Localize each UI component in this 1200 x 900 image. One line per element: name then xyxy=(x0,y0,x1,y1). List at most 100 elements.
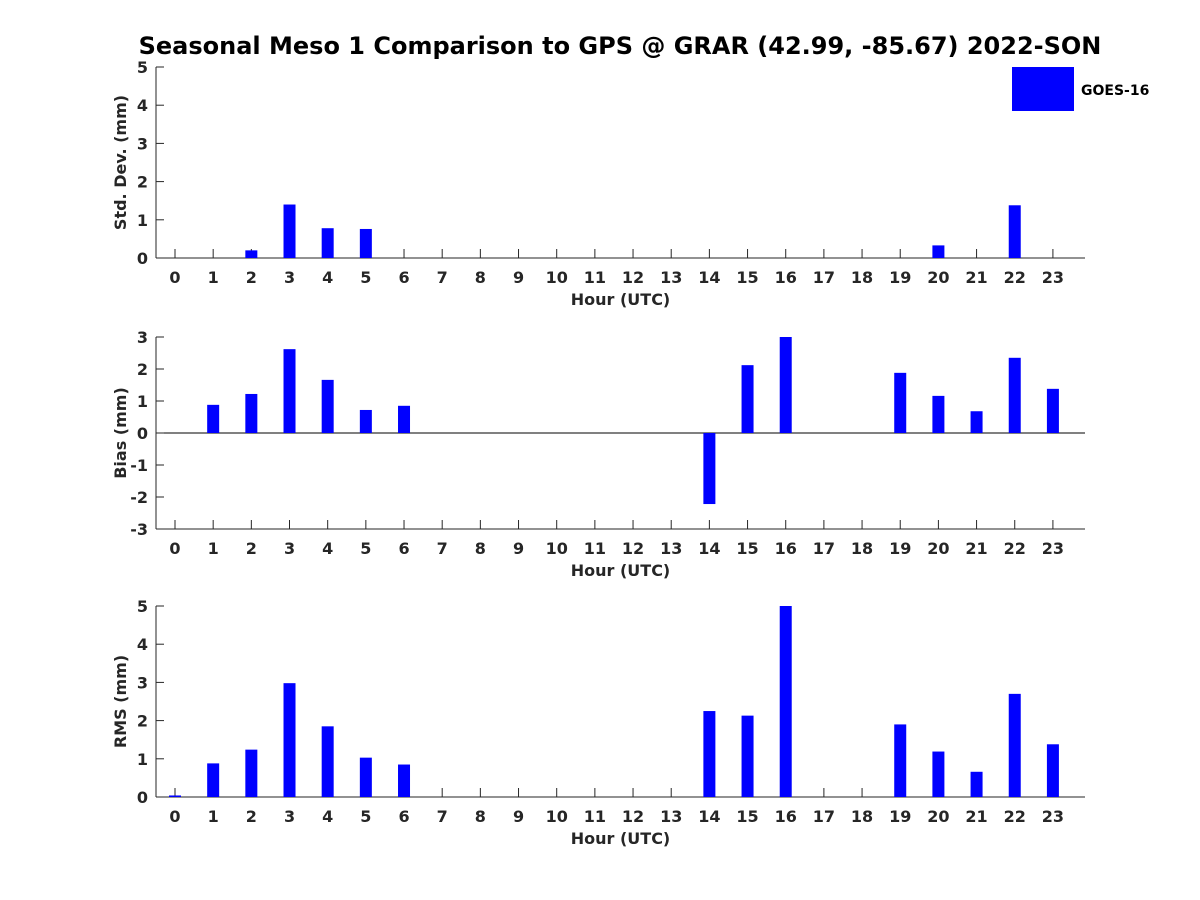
undefined-x-tick-label: 20 xyxy=(927,268,949,287)
undefined-bar-hour-22 xyxy=(1008,693,1021,797)
undefined-y-axis-label: RMS (mm) xyxy=(111,655,130,748)
undefined-x-tick-label: 10 xyxy=(546,807,568,826)
undefined-y-tick-label: 1 xyxy=(137,392,148,411)
undefined-bar-hour-5 xyxy=(359,757,372,797)
undefined-y-tick-label: 2 xyxy=(137,712,148,731)
undefined-x-tick-label: 2 xyxy=(246,807,257,826)
undefined-y-tick-label: 1 xyxy=(137,750,148,769)
undefined-x-tick-label: 4 xyxy=(322,807,333,826)
undefined-x-tick-label: 11 xyxy=(584,268,606,287)
undefined-x-tick-label: 16 xyxy=(775,807,797,826)
undefined-y-tick-label: 2 xyxy=(137,360,148,379)
undefined-bar-hour-22 xyxy=(1008,357,1021,433)
undefined-x-axis-label: Hour (UTC) xyxy=(571,290,671,309)
undefined-x-tick-label: 3 xyxy=(284,807,295,826)
undefined-y-tick-label: 5 xyxy=(137,58,148,77)
undefined-bar-hour-16 xyxy=(779,606,792,797)
undefined-x-tick-label: 18 xyxy=(851,268,873,287)
undefined-y-tick-label: 3 xyxy=(137,134,148,153)
undefined-x-tick-label: 4 xyxy=(322,539,333,558)
undefined-x-tick-label: 8 xyxy=(475,268,486,287)
undefined-bar-hour-14 xyxy=(703,711,716,797)
undefined-x-tick-label: 23 xyxy=(1042,268,1064,287)
undefined-bar-hour-2 xyxy=(245,393,258,433)
undefined-bar-hour-20 xyxy=(932,245,945,258)
undefined-bar-hour-3 xyxy=(283,204,296,258)
undefined-x-tick-label: 19 xyxy=(889,807,911,826)
undefined-x-tick-label: 4 xyxy=(322,268,333,287)
undefined-y-tick-label: 1 xyxy=(137,211,148,230)
undefined-bar-hour-23 xyxy=(1046,388,1059,433)
undefined-x-tick-label: 10 xyxy=(546,268,568,287)
undefined-y-axis-label: Bias (mm) xyxy=(111,387,130,479)
undefined-y-tick-label: 3 xyxy=(137,328,148,347)
undefined-y-tick-label: -3 xyxy=(130,520,148,539)
undefined-x-tick-label: 22 xyxy=(1004,268,1026,287)
undefined-x-tick-label: 8 xyxy=(475,539,486,558)
undefined-y-tick-label: -1 xyxy=(130,456,148,475)
undefined-x-tick-label: 14 xyxy=(698,268,720,287)
undefined-bar-hour-22 xyxy=(1008,205,1021,258)
undefined-x-tick-label: 17 xyxy=(813,807,835,826)
undefined-x-tick-label: 5 xyxy=(360,807,371,826)
legend-swatch xyxy=(1012,67,1074,111)
undefined-x-tick-label: 15 xyxy=(736,807,758,826)
undefined-bar-hour-5 xyxy=(359,409,372,433)
undefined-x-tick-label: 6 xyxy=(398,807,409,826)
undefined-bar-hour-21 xyxy=(970,411,983,433)
undefined-x-tick-label: 1 xyxy=(208,539,219,558)
undefined-x-tick-label: 12 xyxy=(622,268,644,287)
undefined-bar-hour-2 xyxy=(245,749,258,797)
undefined-x-tick-label: 5 xyxy=(360,268,371,287)
undefined-x-tick-label: 13 xyxy=(660,539,682,558)
legend: GOES-16 xyxy=(1012,67,1149,111)
undefined-x-tick-label: 9 xyxy=(513,268,524,287)
undefined-x-tick-label: 19 xyxy=(889,268,911,287)
undefined-x-tick-label: 20 xyxy=(927,807,949,826)
undefined-x-tick-label: 12 xyxy=(622,807,644,826)
undefined-bar-hour-15 xyxy=(741,715,754,797)
chart-title: Seasonal Meso 1 Comparison to GPS @ GRAR… xyxy=(139,32,1102,60)
undefined-x-tick-label: 23 xyxy=(1042,539,1064,558)
undefined-x-tick-label: 9 xyxy=(513,807,524,826)
legend-label: GOES-16 xyxy=(1081,83,1149,99)
undefined-x-tick-label: 21 xyxy=(965,807,987,826)
undefined-y-axis-label: Std. Dev. (mm) xyxy=(111,95,130,230)
undefined-x-axis-label: Hour (UTC) xyxy=(571,829,671,848)
undefined-y-tick-label: 3 xyxy=(137,673,148,692)
undefined-x-tick-label: 14 xyxy=(698,539,720,558)
undefined-bar-hour-23 xyxy=(1046,744,1059,797)
undefined-x-tick-label: 1 xyxy=(208,268,219,287)
undefined-bar-hour-16 xyxy=(779,337,792,433)
undefined-x-tick-label: 18 xyxy=(851,539,873,558)
undefined-x-tick-label: 0 xyxy=(169,268,180,287)
undefined-x-tick-label: 3 xyxy=(284,268,295,287)
undefined-x-tick-label: 2 xyxy=(246,539,257,558)
undefined-x-tick-label: 3 xyxy=(284,539,295,558)
undefined-bar-hour-19 xyxy=(894,372,907,433)
undefined-y-tick-label: 0 xyxy=(137,788,148,807)
undefined-y-tick-label: 4 xyxy=(137,96,148,115)
undefined-bar-hour-20 xyxy=(932,395,945,433)
undefined-x-tick-label: 22 xyxy=(1004,539,1026,558)
undefined-x-tick-label: 21 xyxy=(965,539,987,558)
undefined-x-tick-label: 10 xyxy=(546,539,568,558)
undefined-x-tick-label: 17 xyxy=(813,268,835,287)
undefined-bar-hour-6 xyxy=(398,764,411,797)
undefined-x-tick-label: 7 xyxy=(437,268,448,287)
undefined-x-tick-label: 5 xyxy=(360,539,371,558)
undefined-x-tick-label: 0 xyxy=(169,807,180,826)
undefined-bar-hour-6 xyxy=(398,405,411,433)
undefined-x-tick-label: 1 xyxy=(208,807,219,826)
undefined-y-tick-label: 5 xyxy=(137,597,148,616)
undefined-y-tick-label: 0 xyxy=(137,249,148,268)
undefined-bar-hour-4 xyxy=(321,379,334,433)
undefined-bar-hour-5 xyxy=(359,228,372,258)
undefined-x-tick-label: 14 xyxy=(698,807,720,826)
undefined-x-tick-label: 7 xyxy=(437,807,448,826)
undefined-bar-hour-3 xyxy=(283,349,296,433)
undefined-x-tick-label: 2 xyxy=(246,268,257,287)
undefined-bar-hour-4 xyxy=(321,228,334,258)
